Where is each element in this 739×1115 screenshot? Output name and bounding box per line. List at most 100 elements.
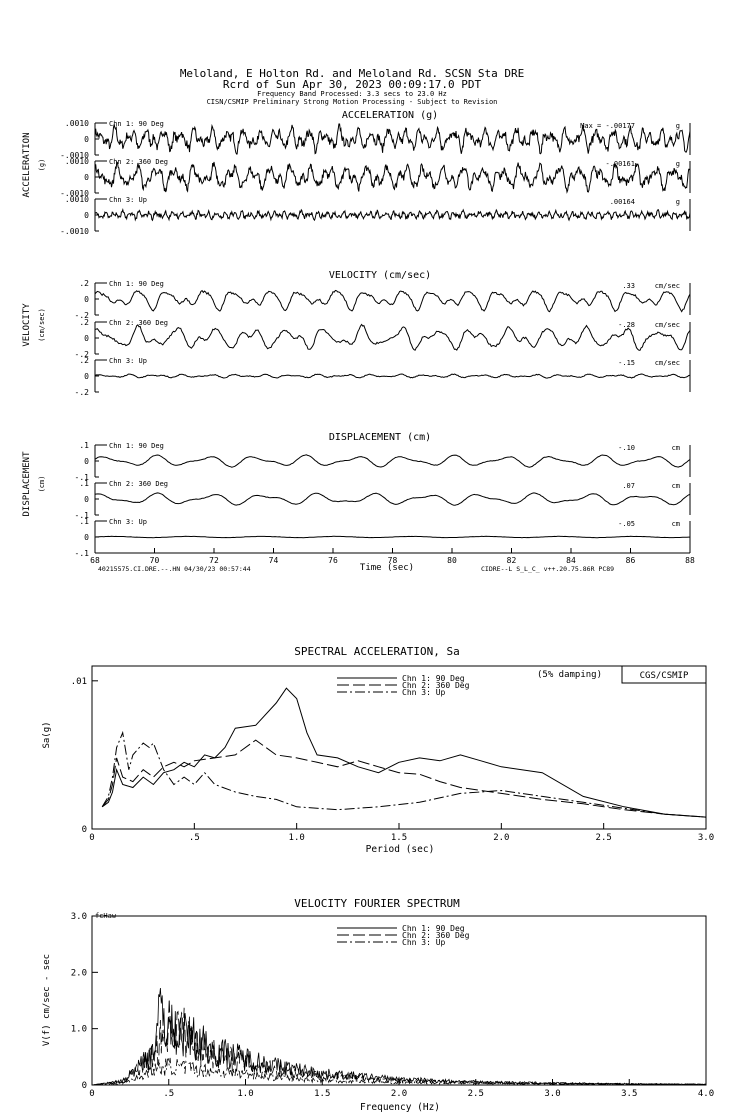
- accel-peak-value: -.00161: [605, 160, 635, 168]
- velocity-side-label: VELOCITY: [22, 303, 32, 347]
- vel-trace-2-waveform: [94, 323, 691, 351]
- spectral-acceleration-chart: SPECTRAL ACCELERATION, Sa Sa(g) Period (…: [42, 645, 714, 855]
- acceleration-title: ACCELERATION (g): [342, 110, 438, 121]
- disp-peak-unit: cm: [672, 444, 680, 452]
- accel-y-tick-label: -.0010: [60, 227, 89, 236]
- y-tick-label: 1.0: [71, 1025, 87, 1035]
- displacement-title: DISPLACEMENT (cm): [329, 432, 431, 443]
- x-tick-label: 3.5: [621, 1089, 637, 1099]
- fs-chart-frame: [91, 915, 707, 1086]
- header-band: Frequency Band Processed: 3.3 secs to 23…: [257, 90, 447, 98]
- velocity-unit-label: (cm/sec): [38, 308, 46, 342]
- time-tick-label: 86: [626, 556, 636, 565]
- disp-y-tick-label: .1: [79, 441, 89, 450]
- velocity-fourier-chart: VELOCITY FOURIER SPECTRUM V(f) cm/sec - …: [42, 897, 714, 1113]
- legend-entry-1: Chn 1: 90 Deg: [402, 674, 465, 683]
- vel-y-tick-label: -.2: [75, 350, 90, 359]
- disp-trace-3-waveform: [94, 535, 690, 539]
- disp-channel-label: Chn 1: 90 Deg: [109, 442, 164, 450]
- x-tick-label: 2.0: [493, 833, 509, 843]
- y-tick-label: 3.0: [71, 912, 87, 922]
- sa-title: SPECTRAL ACCELERATION, Sa: [294, 645, 460, 658]
- accel-y-tick-label: 0: [84, 211, 89, 220]
- disp-y-tick-label: .1: [79, 479, 89, 488]
- accel-y-tick-label: .0010: [65, 157, 89, 166]
- vel-peak-unit: cm/sec: [655, 359, 680, 367]
- time-tick-label: 88: [685, 556, 695, 565]
- accel-peak-unit: g: [676, 160, 680, 168]
- time-tick-label: 74: [269, 556, 279, 565]
- vel-y-tick-label: 0: [84, 334, 89, 343]
- disp-y-tick-label: .1: [79, 517, 89, 526]
- x-tick-label: .5: [189, 833, 200, 843]
- sa-badge: CGS/CSMIP: [640, 671, 689, 681]
- accel-trace-3-waveform: [94, 208, 691, 222]
- vel-peak-unit: cm/sec: [655, 321, 680, 329]
- time-axis-label: Time (sec): [360, 563, 414, 573]
- accel-y-tick-label: .0010: [65, 195, 89, 204]
- disp-y-tick-label: 0: [84, 533, 89, 542]
- time-axis: Time (sec) 40215575.CI.DRE.--.HN 04/30/2…: [90, 548, 695, 573]
- time-tick-label: 78: [388, 556, 398, 565]
- disp-channel-label: Chn 3: Up: [109, 518, 147, 526]
- fs-series-2-line: [91, 998, 707, 1086]
- time-tick-label: 72: [209, 556, 219, 565]
- accel-y-tick-label: .0010: [65, 119, 89, 128]
- vel-trace-3-waveform: [94, 373, 691, 379]
- accel-y-tick-label: 0: [84, 135, 89, 144]
- velocity-title: VELOCITY (cm/sec): [329, 270, 431, 281]
- accel-peak-value: Max = -.00177: [580, 122, 635, 130]
- displacement-unit-label: (cm): [38, 476, 46, 493]
- disp-trace-1-waveform: [94, 454, 691, 468]
- vel-peak-unit: cm/sec: [655, 282, 680, 290]
- displacement-panel: DISPLACEMENT (cm) DISPLACEMENT (cm) .1 0 -…: [22, 432, 691, 558]
- vel-peak-value: .33: [622, 282, 635, 290]
- x-tick-label: 0: [89, 833, 94, 843]
- disp-y-tick-label: 0: [84, 457, 89, 466]
- disp-channel-label: Chn 2: 360 Deg: [109, 480, 168, 488]
- vel-channel-label: Chn 1: 90 Deg: [109, 280, 164, 288]
- acceleration-panel: ACCELERATION (g) ACCELERATION (g) .0010 0…: [22, 110, 691, 236]
- accel-trace-1-waveform: [94, 123, 691, 155]
- accel-y-tick-label: -.0010: [60, 189, 89, 198]
- x-tick-label: 2.5: [468, 1089, 484, 1099]
- disp-peak-unit: cm: [672, 482, 680, 490]
- fs-series-1-line: [91, 987, 707, 1086]
- sa-series-1-line: [101, 687, 707, 818]
- x-tick-label: 0: [89, 1089, 94, 1099]
- vel-y-tick-label: .2: [79, 356, 89, 365]
- x-tick-label: 3.0: [544, 1089, 560, 1099]
- x-tick-label: 4.0: [698, 1089, 714, 1099]
- y-tick-label: .01: [71, 677, 87, 687]
- legend-entry-1: Chn 1: 90 Deg: [402, 924, 465, 933]
- legend-entry-3: Chn 3: Up: [402, 688, 446, 697]
- sa-damping-note: (5% damping): [537, 670, 602, 680]
- disp-y-tick-label: -.1: [75, 473, 90, 482]
- vel-y-tick-label: .2: [79, 318, 89, 327]
- time-tick-label: 84: [566, 556, 576, 565]
- accel-y-tick-label: -.0010: [60, 151, 89, 160]
- acceleration-side-label: ACCELERATION: [22, 132, 32, 197]
- disp-peak-value: -.05: [618, 520, 635, 528]
- x-tick-label: 1.0: [289, 833, 305, 843]
- footer-processing-id: CIDRE--L S_L_C_ v++.20.75.86R PC89: [481, 565, 614, 573]
- time-tick-label: 80: [447, 556, 457, 565]
- time-tick-label: 70: [150, 556, 160, 565]
- x-tick-label: 2.0: [391, 1089, 407, 1099]
- vel-y-tick-label: -.2: [75, 311, 90, 320]
- x-tick-label: 1.5: [391, 833, 407, 843]
- x-tick-label: 1.0: [237, 1089, 253, 1099]
- x-tick-label: 1.5: [314, 1089, 330, 1099]
- sa-xlabel: Period (sec): [366, 844, 435, 855]
- accel-channel-label: Chn 1: 90 Deg: [109, 120, 164, 128]
- disp-y-tick-label: -.1: [75, 549, 90, 558]
- time-tick-label: 68: [90, 556, 100, 565]
- legend-entry-3: Chn 3: Up: [402, 938, 446, 947]
- disp-peak-value: .07: [622, 482, 635, 490]
- vel-y-tick-label: .2: [79, 279, 89, 288]
- header-disclaimer: CISN/CSMIP Preliminary Strong Motion Pro…: [207, 98, 498, 106]
- time-tick-label: 76: [328, 556, 338, 565]
- acceleration-unit-label: (g): [38, 159, 46, 172]
- sa-series-2-line: [101, 739, 707, 818]
